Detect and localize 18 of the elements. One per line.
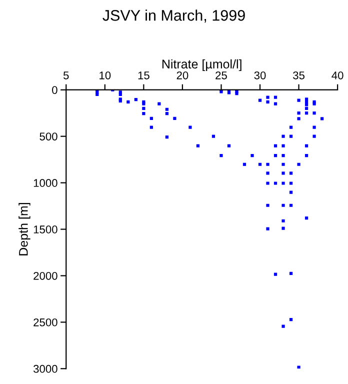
y-tick-label: 2500 — [34, 318, 58, 326]
chart-title: JSVY in March, 1999 — [102, 10, 245, 23]
y-tick-label: 2000 — [34, 272, 58, 280]
x-tick-label: 35 — [293, 71, 304, 80]
x-tick-label: 20 — [176, 71, 188, 80]
x-tick-label: 15 — [138, 72, 150, 80]
y-tick-label: 1000 — [34, 179, 58, 187]
y-tick-label: 3000 — [33, 364, 58, 373]
y-tick-label: 1500 — [34, 226, 58, 234]
x-tick-label: 10 — [100, 71, 111, 80]
x-tick-label: 5 — [63, 72, 69, 80]
x-tick-label: 30 — [254, 71, 266, 80]
x-tick-label: 40 — [332, 71, 344, 80]
y-tick-label: 500 — [40, 132, 58, 140]
x-axis-title: Nitrate [µmol/l] — [162, 59, 242, 71]
y-tick-label: 0 — [52, 86, 58, 94]
y-axis-title: Depth [m] — [18, 203, 30, 256]
x-tick-label: 25 — [216, 71, 227, 80]
